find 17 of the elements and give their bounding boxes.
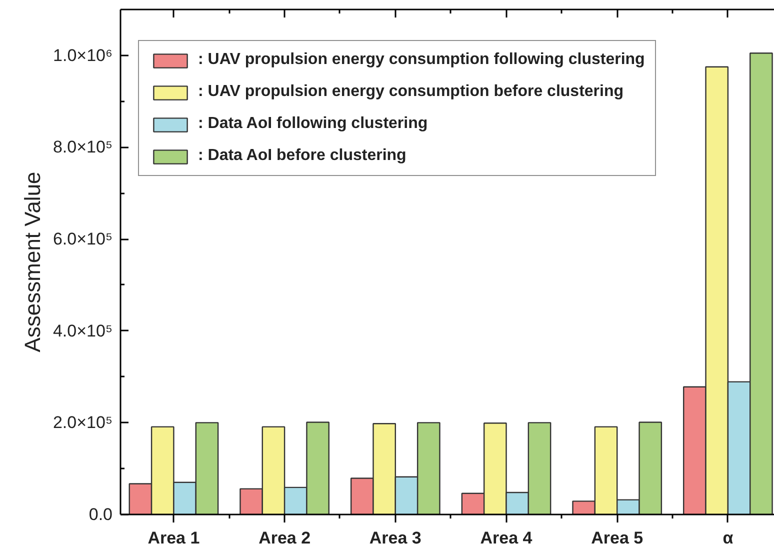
- y-axis-title: Assessment Value: [20, 172, 45, 352]
- x-tick-label: Area 2: [258, 528, 311, 548]
- y-tick-label: 8.0×10⁵: [52, 138, 113, 157]
- x-tick-label: Area 5: [591, 528, 644, 548]
- y-tick-label: 1.0×10⁶: [53, 46, 112, 65]
- legend-label: : Data AoI following clustering: [198, 115, 428, 133]
- x-tick-label: Area 1: [148, 528, 200, 548]
- legend-label: : Data AoI before clustering: [198, 147, 406, 165]
- legend-label: : UAV propulsion energy consumption following clustering: [198, 51, 645, 69]
- x-tick-label: α: [722, 528, 734, 548]
- x-tick-label: Area 4: [480, 528, 533, 548]
- y-tick-label: 4.0×10⁵: [52, 321, 113, 340]
- y-tick-label: 6.0×10⁵: [52, 230, 113, 249]
- legend-label: : UAV propulsion energy consumption before clustering: [198, 83, 624, 101]
- y-tick-label: 2.0×10⁵: [52, 413, 113, 432]
- x-tick-label: Area 3: [369, 528, 422, 548]
- y-tick-label: 0.0: [88, 505, 113, 524]
